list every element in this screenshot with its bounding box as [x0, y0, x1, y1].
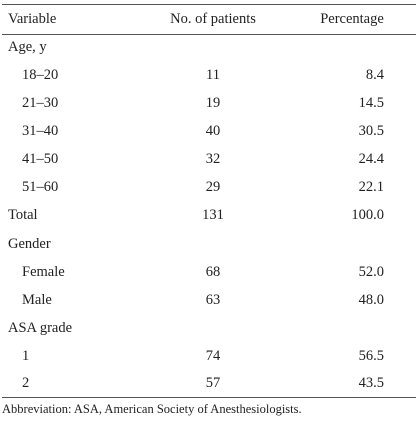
row-variable: 41–50	[22, 151, 59, 167]
row-patients: 74	[205, 348, 221, 364]
row-variable: 51–60	[22, 179, 59, 195]
table-row: ASA grade	[2, 318, 416, 338]
row-patients: 32	[205, 151, 221, 167]
header-rule	[2, 34, 416, 35]
row-percentage: 14.5	[358, 95, 384, 111]
row-percentage: 48.0	[358, 292, 384, 308]
row-percentage: 30.5	[358, 123, 384, 139]
header-patients: No. of patients	[170, 11, 256, 27]
row-patients: 11	[206, 67, 220, 83]
row-variable: 31–40	[22, 123, 59, 139]
table-row: Male 63 48.0	[2, 290, 416, 310]
table-row: Total 131 100.0	[2, 205, 416, 225]
table-row: Gender	[2, 234, 416, 254]
table-footnote: Abbreviation: ASA, American Society of A…	[2, 402, 302, 416]
row-variable: 21–30	[22, 95, 59, 111]
header-percentage: Percentage	[320, 11, 384, 27]
table-row: 41–50 32 24.4	[2, 149, 416, 169]
row-percentage: 22.1	[358, 179, 384, 195]
bottom-rule	[2, 397, 416, 398]
row-variable: Male	[22, 292, 52, 308]
row-variable: Female	[22, 264, 65, 280]
row-variable: 18–20	[22, 67, 59, 83]
row-percentage: 43.5	[358, 375, 384, 391]
row-patients: 29	[205, 179, 221, 195]
row-variable: Gender	[8, 236, 51, 252]
row-variable: 1	[22, 348, 30, 364]
row-variable: 2	[22, 375, 30, 391]
table-row: 21–30 19 14.5	[2, 93, 416, 113]
table-row: 18–20 11 8.4	[2, 65, 416, 85]
row-patients: 63	[205, 292, 221, 308]
row-patients: 131	[202, 207, 224, 223]
row-percentage: 24.4	[358, 151, 384, 167]
row-patients: 19	[205, 95, 221, 111]
row-percentage: 8.4	[365, 67, 384, 83]
row-patients: 40	[205, 123, 221, 139]
table-row: 51–60 29 22.1	[2, 177, 416, 197]
header-variable: Variable	[8, 11, 57, 27]
row-patients: 68	[205, 264, 221, 280]
row-variable: Total	[8, 207, 38, 223]
row-percentage: 56.5	[358, 348, 384, 364]
table-row: 1 74 56.5	[2, 346, 416, 366]
row-patients: 57	[205, 375, 221, 391]
table-row: Age, y	[2, 37, 416, 57]
row-percentage: 100.0	[351, 207, 384, 223]
table-row: Female 68 52.0	[2, 262, 416, 282]
header-row: Variable No. of patients Percentage	[2, 9, 416, 29]
row-variable: Age, y	[8, 39, 47, 55]
row-percentage: 52.0	[358, 264, 384, 280]
table-row: 2 57 43.5	[2, 373, 416, 393]
row-variable: ASA grade	[8, 320, 73, 336]
table-row: 31–40 40 30.5	[2, 121, 416, 141]
top-rule	[2, 4, 416, 5]
